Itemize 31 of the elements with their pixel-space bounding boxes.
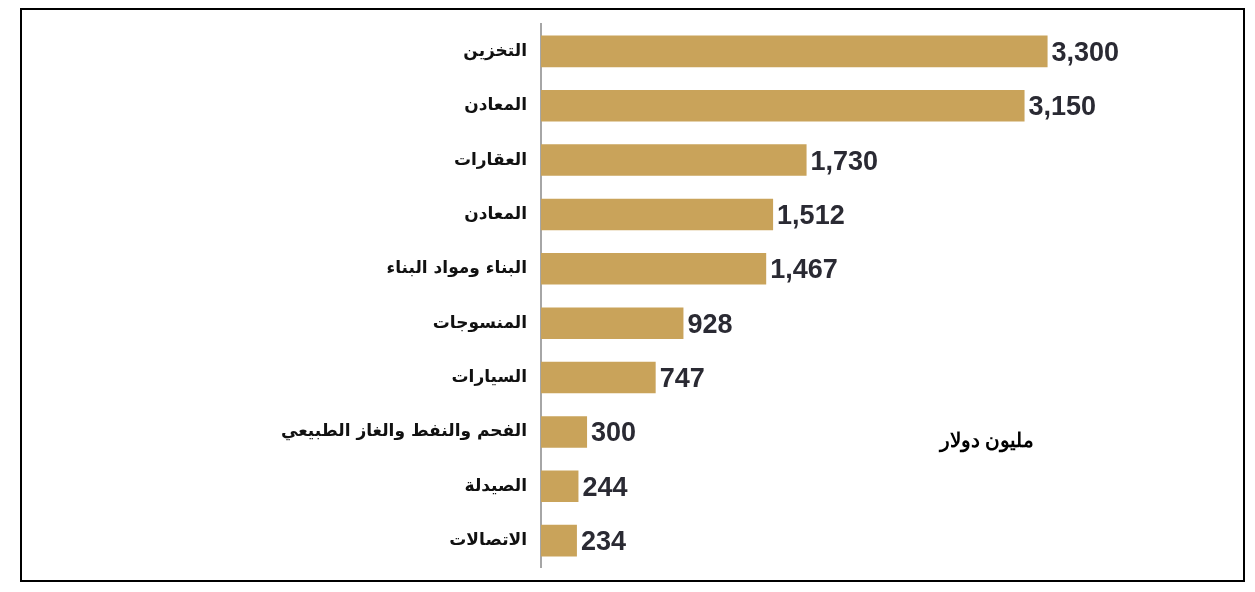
bar [541,198,774,231]
data-label: 1,512 [777,199,845,230]
y-tick-label: الاتصالات [449,529,527,550]
bar [541,361,656,394]
y-tick-label: التخزين [463,39,527,61]
bar [541,307,684,339]
y-tick-label: الفحم والنفط والغاز الطبيعي [281,420,527,442]
bar [541,524,577,557]
y-tick-label: العقارات [453,148,527,169]
y-tick-label: الصيدلة [464,474,527,495]
data-label: 234 [580,526,626,557]
bar [541,35,1048,68]
data-label: 300 [591,417,637,448]
y-tick-label: المعادن [464,94,527,115]
data-label: 3,300 [1051,36,1120,67]
bar [541,470,579,503]
y-tick-label: المعادن [464,202,527,223]
y-tick-label: السيارات [451,365,527,386]
y-tick-label: المنسوجات [432,311,527,333]
data-label: 1,467 [770,254,838,285]
data-label: 928 [687,308,733,339]
annotation: مليون دولار [940,428,1034,452]
data-label: 3,150 [1028,91,1097,122]
data-label: 1,730 [810,145,879,176]
bar [541,144,807,176]
y-tick-label: البناء ومواد البناء [386,257,527,279]
bar [541,89,1025,122]
bar [541,253,767,285]
data-label: 244 [582,471,628,502]
data-label: 747 [659,362,705,393]
bar [541,416,588,448]
